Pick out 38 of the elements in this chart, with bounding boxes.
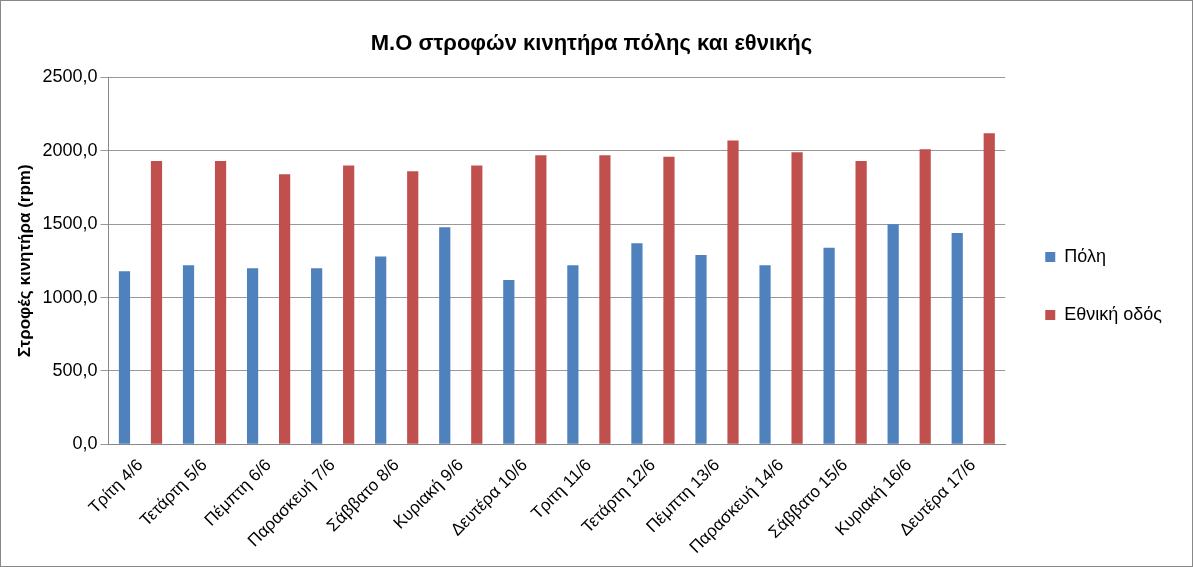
y-tick-label: 0,0: [72, 433, 98, 454]
bar: [759, 265, 771, 444]
bar: [471, 165, 483, 444]
bar: [567, 265, 579, 444]
bar: [951, 233, 963, 444]
bar: [246, 268, 259, 444]
legend-label: Πόλη: [1064, 245, 1106, 266]
bar: [375, 256, 387, 444]
bar: [150, 161, 163, 444]
bar: [343, 165, 355, 444]
bar: [695, 255, 707, 444]
bar: [439, 227, 451, 444]
bar: [407, 171, 419, 444]
bar: [663, 156, 675, 444]
bar: [919, 149, 931, 444]
bar: [983, 133, 995, 444]
y-tick-label: 1000,0: [42, 286, 98, 307]
bar: [503, 279, 515, 444]
bar: [182, 265, 195, 444]
legend-label: Εθνική οδός: [1064, 303, 1163, 324]
bar: [599, 155, 611, 444]
y-axis-title: Στροφές κινητήρα (rpm): [14, 164, 34, 358]
bar: [791, 152, 803, 444]
bar: [855, 161, 867, 444]
bar: [823, 247, 835, 444]
bar: [279, 174, 291, 444]
bar: [887, 224, 899, 444]
chart-title: Μ.Ο στροφών κινητήρα πόλης και εθνικής: [370, 30, 813, 56]
bar: [118, 271, 131, 444]
bar: [214, 161, 227, 444]
y-tick-label: 2500,0: [42, 66, 98, 87]
y-tick-label: 1500,0: [42, 213, 98, 234]
bar: [727, 140, 739, 444]
y-tick-label: 500,0: [52, 359, 98, 380]
bar: [631, 243, 643, 444]
y-tick-label: 2000,0: [42, 139, 98, 160]
bar: [535, 155, 547, 444]
bar: [311, 268, 323, 444]
